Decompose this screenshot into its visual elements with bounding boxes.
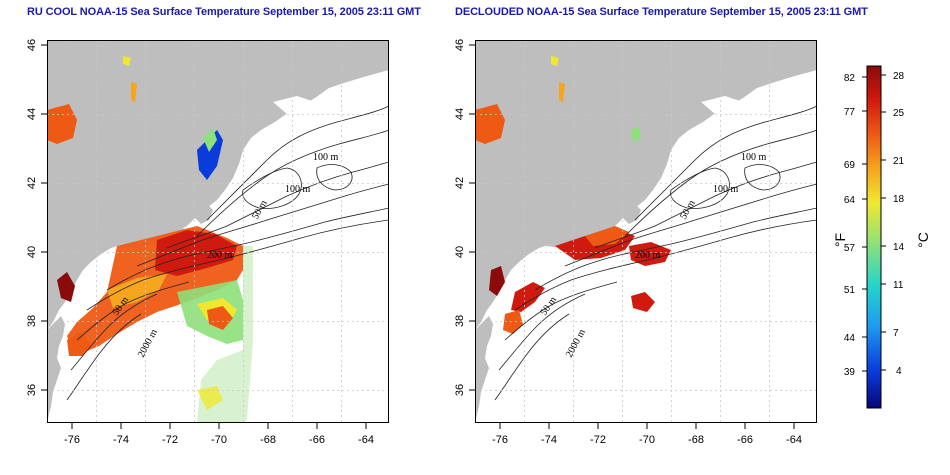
- right-y-tick: 46: [454, 39, 466, 51]
- svg-text:100 m: 100 m: [713, 184, 739, 195]
- right-x-tick: -74: [541, 434, 557, 446]
- fahrenheit-tick: 44: [844, 333, 856, 344]
- svg-text:100 m: 100 m: [285, 184, 311, 195]
- right-x-axis: -76 -74 -72 -70 -68 -66 -64: [492, 423, 802, 446]
- right-y-tick: 42: [454, 177, 466, 189]
- right-y-tick: 38: [454, 315, 466, 327]
- right-x-tick: -76: [492, 434, 508, 446]
- right-map-panel: 100 m 100 m 50 m 2000 m 200 m 50 m: [474, 39, 818, 424]
- svg-text:200 m: 200 m: [635, 250, 661, 261]
- left-x-tick: -76: [64, 434, 80, 446]
- left-map-panel: 100 m 100 m 50 m 2000 m 200 m 50 m: [46, 39, 390, 424]
- celsius-tick: 14: [893, 242, 905, 253]
- left-sst-overlay: [47, 56, 253, 423]
- left-x-tick: -70: [211, 434, 227, 446]
- left-y-tick: 44: [26, 108, 38, 120]
- celsius-tick: 7: [893, 328, 899, 339]
- fahrenheit-tick: 51: [844, 285, 856, 296]
- temperature-colorbar: 82 77 69 64 57 51 44 39 28 25 21 18 14 1…: [832, 65, 931, 409]
- left-y-tick: 46: [26, 39, 38, 51]
- svg-text:100 m: 100 m: [313, 152, 339, 163]
- right-x-tick: -66: [737, 434, 753, 446]
- left-y-tick: 36: [26, 384, 38, 396]
- celsius-tick: 18: [893, 194, 905, 205]
- celsius-tick: 25: [893, 108, 905, 119]
- celsius-tick: 11: [893, 280, 904, 291]
- right-y-tick: 36: [454, 384, 466, 396]
- right-y-axis: 46 44 42 40 38 36: [454, 39, 475, 396]
- fahrenheit-tick: 69: [844, 160, 856, 171]
- left-y-tick: 42: [26, 177, 38, 189]
- colorbar-gradient: [866, 65, 882, 409]
- left-x-tick: -68: [260, 434, 276, 446]
- fahrenheit-unit-label: °F: [832, 233, 848, 247]
- fahrenheit-tick: 77: [844, 107, 856, 118]
- left-x-tick: -64: [358, 434, 374, 446]
- fahrenheit-tick: 57: [844, 243, 856, 254]
- left-panel-title: RU COOL NOAA-15 Sea Surface Temperature …: [27, 6, 421, 18]
- fahrenheit-tick: 82: [844, 73, 856, 84]
- celsius-unit-label: °C: [915, 232, 931, 248]
- fahrenheit-tick: 64: [844, 195, 856, 206]
- celsius-tick: 21: [893, 156, 905, 167]
- svg-text:100 m: 100 m: [741, 152, 767, 163]
- right-y-tick: 44: [454, 108, 466, 120]
- right-x-tick: -64: [786, 434, 802, 446]
- left-y-tick: 40: [26, 246, 38, 258]
- left-y-axis: 46 44 42 40 38 36: [26, 39, 47, 396]
- left-x-tick: -72: [162, 434, 178, 446]
- right-y-tick: 40: [454, 246, 466, 258]
- right-sst-overlay: [475, 56, 671, 334]
- celsius-tick: 4: [896, 366, 902, 377]
- right-x-tick: -70: [639, 434, 655, 446]
- left-x-axis: -76 -74 -72 -70 -68 -66 -64: [64, 423, 374, 446]
- right-x-tick: -72: [590, 434, 606, 446]
- right-plot-frame: [475, 40, 817, 423]
- left-x-tick: -66: [309, 434, 325, 446]
- left-plot-frame: [47, 40, 389, 423]
- left-y-tick: 38: [26, 315, 38, 327]
- celsius-tick: 28: [893, 71, 905, 82]
- left-x-tick: -74: [113, 434, 129, 446]
- right-x-tick: -68: [688, 434, 704, 446]
- fahrenheit-tick: 39: [844, 367, 856, 378]
- right-panel-title: DECLOUDED NOAA-15 Sea Surface Temperatur…: [455, 6, 868, 18]
- svg-text:200 m: 200 m: [207, 250, 233, 261]
